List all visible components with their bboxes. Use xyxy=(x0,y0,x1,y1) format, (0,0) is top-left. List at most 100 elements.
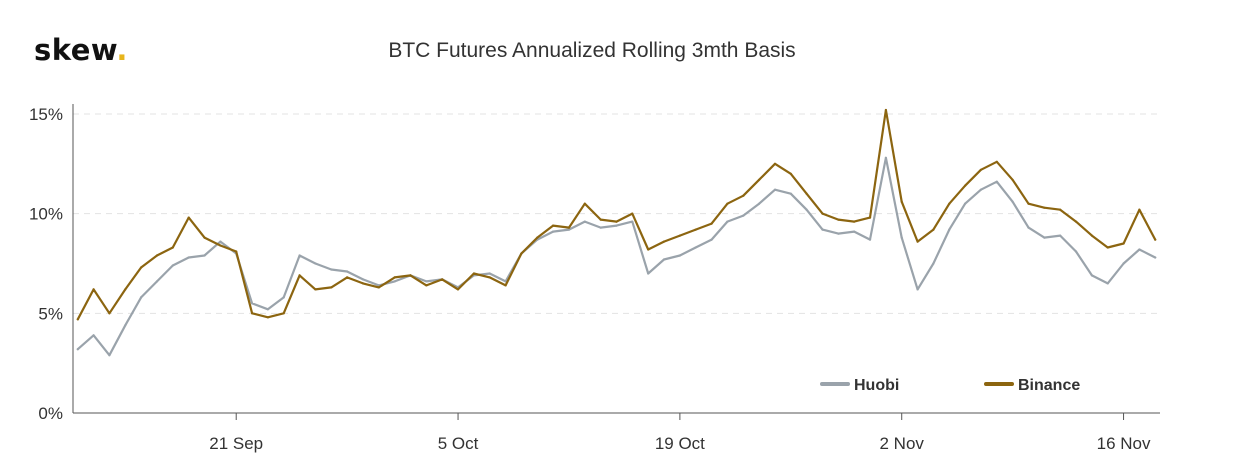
data-point-binance xyxy=(647,248,650,251)
data-point-binance xyxy=(615,220,618,223)
data-point-binance xyxy=(837,218,840,221)
data-point-huobi xyxy=(567,228,571,231)
data-point-binance xyxy=(979,168,983,171)
data-point-binance xyxy=(1138,208,1141,211)
legend[interactable]: Huobi Binance xyxy=(820,377,1080,394)
data-point-binance xyxy=(282,312,285,315)
data-point-binance xyxy=(235,250,238,253)
y-axis: 0% 5% 10% 15% xyxy=(29,104,74,423)
data-point-binance xyxy=(1011,178,1014,181)
data-point-binance xyxy=(1043,206,1046,209)
data-point-huobi xyxy=(140,296,143,299)
data-point-binance xyxy=(377,286,380,289)
data-point-huobi xyxy=(916,288,919,291)
data-point-huobi xyxy=(726,220,729,223)
data-point-huobi xyxy=(552,230,555,233)
data-point-huobi xyxy=(837,232,840,235)
data-point-huobi xyxy=(266,308,269,311)
data-point-huobi xyxy=(742,214,745,217)
data-point-huobi xyxy=(599,226,602,229)
legend-label: Huobi xyxy=(854,377,899,394)
data-point-binance xyxy=(251,312,254,315)
data-point-huobi xyxy=(662,258,666,261)
x-tick-label: 21 Sep xyxy=(209,434,263,453)
data-point-binance xyxy=(346,276,349,279)
data-point-huobi xyxy=(1059,234,1062,237)
data-point-huobi xyxy=(932,262,935,265)
data-point-huobi xyxy=(1011,200,1014,203)
data-point-huobi xyxy=(1138,248,1141,251)
legend-item-huobi[interactable]: Huobi xyxy=(820,377,899,394)
data-point-binance xyxy=(314,288,317,291)
data-point-huobi xyxy=(884,156,888,159)
data-point-binance xyxy=(203,236,206,239)
data-point-huobi xyxy=(155,280,159,283)
data-point-binance xyxy=(805,192,808,195)
data-point-binance xyxy=(726,202,729,205)
data-point-huobi xyxy=(282,296,285,299)
chart-title: BTC Futures Annualized Rolling 3mth Basi… xyxy=(388,39,796,62)
data-point-huobi xyxy=(995,180,998,183)
data-point-huobi xyxy=(1090,274,1093,277)
data-point-huobi xyxy=(583,220,586,223)
data-point-binance xyxy=(916,240,919,243)
data-point-huobi xyxy=(805,208,808,211)
data-point-binance xyxy=(868,216,872,219)
data-point-binance xyxy=(472,272,475,275)
data-point-binance xyxy=(1074,220,1078,223)
data-point-binance xyxy=(504,284,507,287)
data-point-binance xyxy=(789,172,792,175)
data-point-huobi xyxy=(203,254,206,257)
data-point-binance xyxy=(821,212,824,215)
data-point-huobi xyxy=(868,238,872,241)
data-point-huobi xyxy=(1106,282,1109,285)
data-point-binance xyxy=(1154,238,1157,241)
data-point-binance xyxy=(520,252,523,255)
data-point-binance xyxy=(900,200,903,203)
data-point-huobi xyxy=(393,280,396,283)
data-point-binance xyxy=(140,266,143,269)
data-point-huobi xyxy=(631,220,634,223)
data-point-binance xyxy=(853,220,856,223)
data-point-binance xyxy=(552,224,555,227)
data-point-binance xyxy=(932,228,935,231)
data-point-huobi xyxy=(425,280,428,283)
data-point-binance xyxy=(155,254,159,257)
data-point-huobi xyxy=(1154,256,1157,259)
legend-item-binance[interactable]: Binance xyxy=(984,377,1080,394)
data-point-huobi xyxy=(710,238,713,241)
data-point-binance xyxy=(108,312,111,315)
logo-dot: . xyxy=(116,33,128,67)
data-point-huobi xyxy=(694,246,697,249)
data-point-binance xyxy=(266,316,269,319)
data-point-huobi xyxy=(979,188,983,191)
data-point-binance xyxy=(330,286,333,289)
y-tick-label: 0% xyxy=(38,404,63,423)
gridlines xyxy=(73,113,1160,314)
series-line-binance xyxy=(76,108,1157,321)
data-point-binance xyxy=(1090,234,1093,237)
data-point-binance xyxy=(964,184,967,187)
data-point-huobi xyxy=(346,270,349,273)
data-point-binance xyxy=(171,246,174,249)
data-point-binance xyxy=(631,212,634,215)
data-point-huobi xyxy=(678,254,682,257)
data-point-huobi xyxy=(108,354,111,357)
logo-text: skew xyxy=(34,33,117,67)
data-point-binance xyxy=(599,218,602,221)
data-point-binance xyxy=(583,202,586,205)
data-point-binance xyxy=(1122,242,1125,245)
data-point-binance xyxy=(425,284,428,287)
data-point-binance xyxy=(995,160,998,163)
data-point-binance xyxy=(456,288,460,291)
x-axis: 21 Sep 5 Oct 19 Oct 2 Nov 16 Nov xyxy=(73,412,1160,453)
data-point-huobi xyxy=(948,228,951,231)
data-point-huobi xyxy=(361,278,365,281)
data-point-binance xyxy=(1106,246,1109,249)
y-tick-label: 5% xyxy=(38,304,63,323)
data-point-huobi xyxy=(1027,226,1030,229)
data-point-huobi xyxy=(647,272,650,275)
x-tick-label: 2 Nov xyxy=(880,434,925,453)
